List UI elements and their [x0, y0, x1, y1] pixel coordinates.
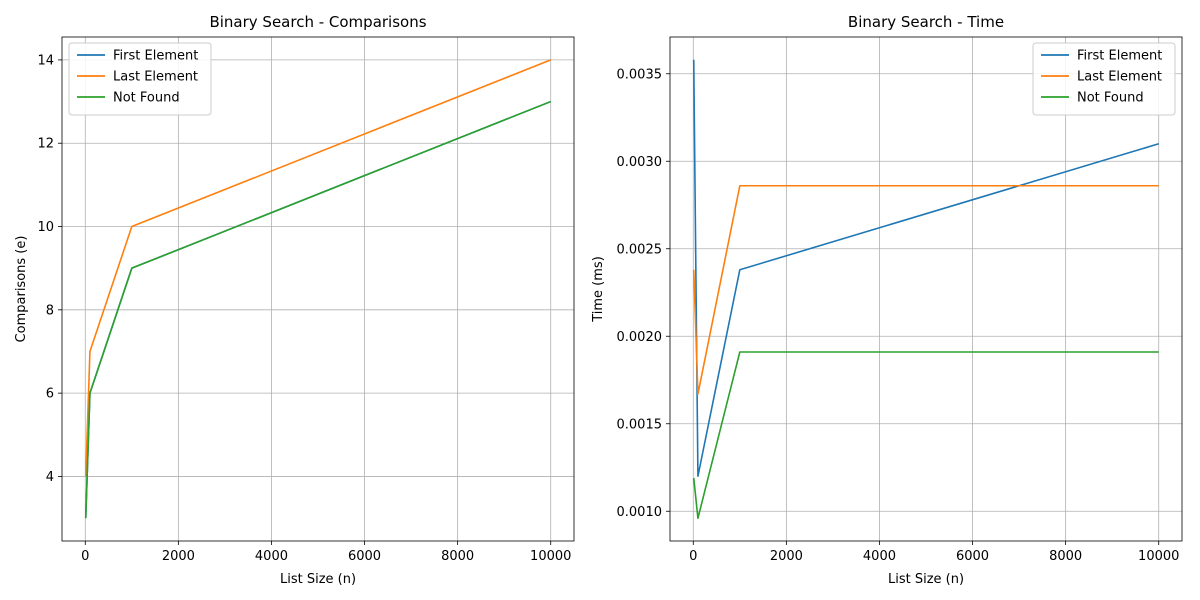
x-tick-label: 8000 — [441, 549, 474, 564]
grid — [670, 37, 1182, 541]
y-tick-label: 12 — [37, 137, 54, 152]
x-tick-label: 10000 — [530, 549, 571, 564]
x-tick-label: 4000 — [863, 549, 896, 564]
y-tick-label: 6 — [46, 387, 54, 402]
x-tick-label: 2000 — [770, 549, 803, 564]
series-line-first-element — [692, 59, 1159, 478]
legend: First Element Last Element Not Found — [1032, 42, 1176, 116]
legend-label: First Element — [1077, 49, 1162, 64]
y-axis-label: Comparisons (e) — [14, 236, 29, 343]
chart-comparisons: Binary Search - Comparisons List Size (n… — [14, 13, 575, 587]
y-tick-label: 4 — [46, 470, 54, 485]
x-tick-label: 2000 — [162, 549, 195, 564]
y-tick-label: 14 — [37, 53, 54, 68]
y-axis-label: Time (ms) — [591, 256, 606, 323]
legend-label: First Element — [113, 49, 198, 64]
plot-frame — [61, 36, 575, 542]
y-tick-label: 0.0020 — [617, 330, 663, 345]
legend-label: Not Found — [113, 91, 180, 106]
series-lines — [84, 59, 552, 519]
legend-label: Not Found — [1077, 91, 1144, 106]
y-tick-label: 0.0015 — [617, 417, 663, 432]
legend-label: Last Element — [113, 70, 198, 85]
chart-title: Binary Search - Comparisons — [209, 13, 426, 31]
series-line-last-element — [84, 59, 552, 477]
y-tick-label: 0.0030 — [617, 155, 663, 170]
x-axis-label: List Size (n) — [888, 572, 964, 587]
x-tick-label: 6000 — [956, 549, 989, 564]
series-line-not-found — [692, 351, 1159, 520]
y-tick-label: 8 — [46, 303, 54, 318]
chart-title: Binary Search - Time — [848, 13, 1004, 31]
x-tick-label: 0 — [689, 549, 697, 564]
x-tick-label: 10000 — [1138, 549, 1179, 564]
grid — [62, 37, 574, 541]
x-tick-label: 8000 — [1049, 549, 1082, 564]
series-line-last-element — [692, 184, 1159, 395]
series-lines — [692, 59, 1159, 520]
legend: First Element Last Element Not Found — [68, 42, 212, 116]
x-tick-label: 0 — [81, 549, 89, 564]
x-tick-label: 6000 — [348, 549, 381, 564]
y-tick-label: 0.0025 — [617, 242, 663, 257]
plot-frame — [669, 36, 1183, 542]
y-tick-label: 0.0035 — [617, 67, 663, 82]
x-tick-label: 4000 — [255, 549, 288, 564]
series-line-not-found — [84, 100, 552, 519]
legend-label: Last Element — [1077, 70, 1162, 85]
x-axis-label: List Size (n) — [280, 572, 356, 587]
y-tick-label: 0.0010 — [617, 505, 663, 520]
y-tick-label: 10 — [37, 220, 54, 235]
chart-time: Binary Search - Time List Size (n) Time … — [591, 13, 1183, 587]
